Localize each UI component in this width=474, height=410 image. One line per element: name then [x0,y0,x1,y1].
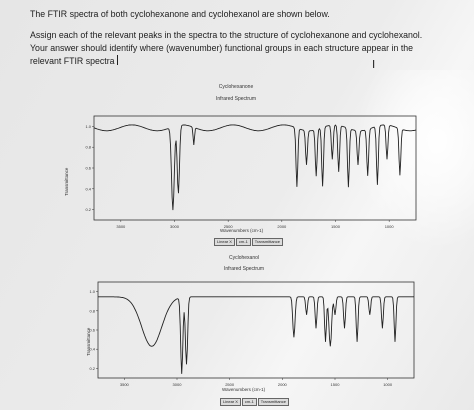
chart-1-unit-select[interactable]: cm-1 [235,238,251,246]
question-text: The FTIR spectra of both cyclohexanone a… [30,8,450,68]
chart-1-xtick-label: 3000 [170,224,180,229]
text-cursor-icon: I [372,58,376,71]
chart-2-xtick-label: 1000 [383,382,393,387]
chart-1-xtick-label: 1000 [385,224,395,229]
chart-2-xtick-label: 3000 [173,382,183,387]
question-line-4: relevant FTIR spectra [30,56,115,66]
chart-2-controls: Linear X cm-1 Transmittance [220,398,289,406]
chart-1-xtick-label: 2000 [277,224,287,229]
question-line-1: The FTIR spectra of both cyclohexanone a… [30,9,330,19]
chart-2-xlabel: Wavenumbers (cm-1) [222,387,266,392]
chart-2-ytick-label: 1.0 [89,289,95,294]
chart-1-ytick-label: 0.2 [85,207,91,212]
chart-2-ytick-label: 0.2 [89,366,95,371]
chart-2-xscale-select[interactable]: Linear X [220,398,241,406]
question-line-3: Your answer should identify where (waven… [30,43,414,53]
question-line-2: Assign each of the relevant peaks in the… [30,30,423,40]
chart-2-xtick-label: 3500 [120,382,130,387]
chart-1-controls: Linear X cm-1 Transmittance [214,238,283,246]
chart-1-xtick-label: 3500 [116,224,126,229]
chart-2-ytick-label: 0.6 [89,328,95,333]
chart-1-ytick-label: 0.8 [85,145,91,150]
chart-2-xtick-label: 2000 [278,382,288,387]
chart-1-subtitle: Infrared Spectrum [215,96,257,102]
chart-2-xtick-label: 2500 [225,382,235,387]
chart-1-title: Cyclohexanone [218,84,254,90]
chart-1-spectrum-line [93,124,417,211]
chart-1-xscale-select[interactable]: Linear X [214,238,235,246]
chart-2-unit-select[interactable]: cm-1 [241,398,257,406]
chart-2-xtick-label: 1500 [331,382,341,387]
chart-1-ytick-label: 1.0 [85,124,91,129]
chart-1-xtick-label: 2500 [224,224,234,229]
chart-2-plot: 1.0 0.8 0.6 0.4 0.2 3500 3000 2500 2000 1500 1000 [89,281,415,387]
chart-2-ylabel: Transmittance [86,327,91,356]
answer-field[interactable]: relevant FTIR spectra [30,55,450,68]
chart-1-xtick-label: 1500 [331,224,341,229]
chart-2-spectrum-line [98,296,414,374]
chart-2-ytick-label: 0.8 [89,308,95,313]
text-caret [116,55,118,65]
chart-1-yaxis-select[interactable]: Transmittance [251,238,283,246]
chart-1-ylabel: Transmittance [64,167,69,196]
chart-1-xlabel: Wavenumbers (cm-1) [220,228,264,233]
chart-1-plot: 1.0 0.8 0.6 0.4 0.2 3500 3000 2500 2000 1500 1000 [85,115,417,229]
chart-2-title: Cyclohexanol [228,255,260,261]
chart-1-ytick-label: 0.6 [85,166,91,171]
chart-2-subtitle: Infrared Spectrum [223,266,265,272]
chart-1-ytick-label: 0.4 [85,186,91,191]
chart-2-yaxis-select[interactable]: Transmittance [257,398,289,406]
chart-2-ytick-label: 0.4 [89,347,95,352]
